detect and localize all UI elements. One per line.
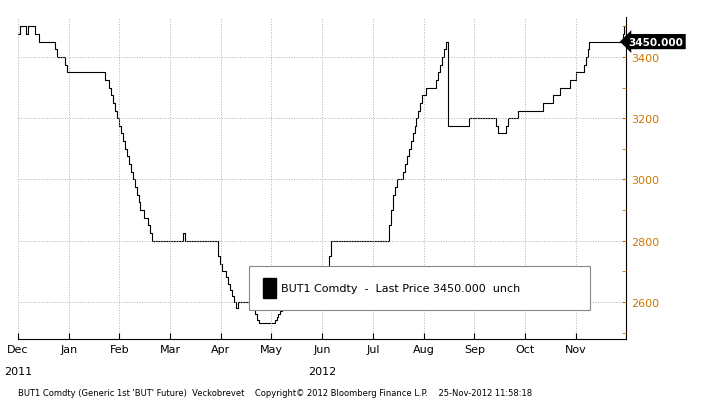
Bar	[263, 278, 276, 299]
FancyBboxPatch shape	[249, 267, 590, 310]
Text: BUT1 Comdty (Generic 1st 'BUT' Future)  Veckobrevet    Copyright© 2012 Bloomberg: BUT1 Comdty (Generic 1st 'BUT' Future) V…	[18, 388, 532, 397]
Text: 2011: 2011	[4, 366, 32, 376]
Text: BUT1 Comdty  -  Last Price 3450.000  unch: BUT1 Comdty - Last Price 3450.000 unch	[281, 284, 520, 293]
Text: 2012: 2012	[308, 366, 336, 376]
Text: 3450.000: 3450.000	[629, 38, 683, 47]
